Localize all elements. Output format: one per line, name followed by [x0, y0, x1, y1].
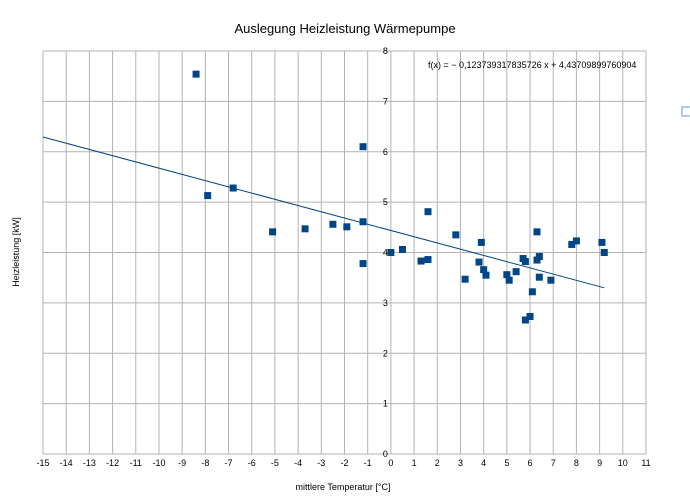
data-point: [526, 312, 534, 320]
data-point: [598, 238, 606, 246]
y-tick-label: 1: [383, 399, 388, 409]
data-point: [359, 143, 367, 151]
x-tick-label: 9: [597, 458, 602, 468]
data-point: [512, 268, 520, 276]
x-tick-label: -3: [317, 458, 325, 468]
x-tick-label: -8: [201, 458, 209, 468]
data-point: [359, 218, 367, 226]
data-point: [533, 228, 541, 236]
data-point: [535, 273, 543, 281]
x-tick-label: 3: [458, 458, 463, 468]
x-tick-label: -2: [340, 458, 348, 468]
data-point: [417, 257, 425, 265]
x-tick-label: 5: [504, 458, 509, 468]
y-tick-label: 3: [383, 298, 388, 308]
data-point: [482, 271, 490, 279]
x-tick-label: -11: [130, 458, 142, 468]
data-point: [503, 271, 511, 279]
x-tick-label: 7: [551, 458, 556, 468]
data-point: [329, 220, 337, 228]
x-tick-label: -13: [83, 458, 96, 468]
x-tick-label: -10: [152, 458, 165, 468]
data-point: [343, 223, 351, 231]
x-tick-label: 4: [481, 458, 486, 468]
selection-handle: [681, 106, 690, 117]
data-point: [521, 316, 529, 324]
y-tick-label: 0: [383, 449, 388, 459]
data-point: [301, 225, 309, 233]
data-point: [535, 253, 543, 261]
x-tick-label: -12: [106, 458, 119, 468]
data-point: [521, 258, 529, 266]
gridlines: [42, 50, 647, 455]
data-point: [600, 249, 608, 256]
x-tick-label: -9: [178, 458, 186, 468]
data-point: [452, 231, 460, 239]
y-tick-label: 6: [383, 147, 388, 157]
data-point: [192, 70, 200, 78]
x-axis-label: mittlere Temperatur [°C]: [296, 482, 391, 492]
data-point: [528, 288, 536, 296]
data-point: [461, 275, 469, 283]
x-tick-label: -15: [36, 458, 49, 468]
trend-equation: f(x) = − 0,123739317835726 x + 4,4370989…: [428, 60, 636, 70]
x-tick-label: -5: [271, 458, 279, 468]
x-tick-label: 2: [435, 458, 440, 468]
x-tick-label: 11: [641, 458, 650, 468]
chart-title: Auslegung Heizleistung Wärmepumpe: [234, 21, 455, 36]
data-point: [475, 258, 483, 266]
y-tick-label: 2: [383, 348, 388, 358]
data-point: [568, 240, 576, 248]
data-point: [359, 260, 367, 268]
trend-line: [42, 136, 605, 289]
data-points: [192, 70, 608, 324]
x-tick-label: 10: [618, 458, 628, 468]
data-point: [269, 228, 277, 236]
data-point: [505, 276, 513, 284]
y-axis-label: Heizleistung [kW]: [11, 217, 21, 287]
data-point: [480, 266, 488, 274]
data-point: [572, 237, 580, 245]
data-point: [229, 184, 237, 192]
x-tick-label: -4: [294, 458, 302, 468]
x-tick-label: -7: [225, 458, 233, 468]
data-point: [398, 245, 406, 253]
x-tick-label: -1: [364, 458, 372, 468]
x-tick-label: -14: [60, 458, 73, 468]
x-tick-label: 1: [412, 458, 417, 468]
x-tick-label: -6: [248, 458, 256, 468]
y-tick-label: 4: [383, 248, 388, 258]
data-point: [547, 276, 555, 284]
data-point: [533, 256, 541, 264]
x-tick-label: 8: [574, 458, 579, 468]
x-tick-label: 6: [528, 458, 533, 468]
data-point: [424, 208, 432, 216]
tick-labels: -15 -14 -13 -12 -11 -10 -9 -8 -7 -6 -5 -4 -3 -2 -1 0 1 2 3…: [36, 46, 650, 468]
data-point: [204, 192, 212, 200]
y-tick-label: 5: [383, 197, 388, 207]
data-point: [424, 256, 432, 264]
y-tick-label: 7: [383, 96, 388, 106]
y-tick-label: 8: [383, 46, 388, 56]
data-point: [477, 238, 485, 246]
x-tick-label: 0: [388, 458, 393, 468]
data-point: [387, 249, 395, 256]
